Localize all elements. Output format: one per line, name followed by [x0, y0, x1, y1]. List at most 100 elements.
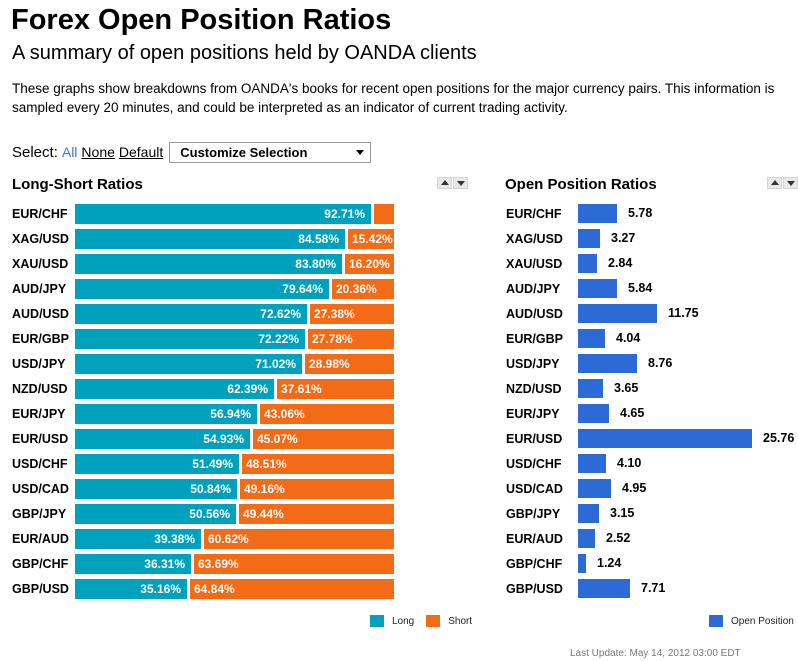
short-bar: [204, 529, 394, 549]
open-position-bar: [578, 229, 600, 248]
long-bar: [75, 329, 305, 349]
long-bar: [75, 204, 371, 224]
short-percent-label: 28.98%: [309, 357, 350, 371]
short-bar: [240, 479, 394, 499]
select-default-link[interactable]: Default: [118, 144, 164, 160]
open-position-bar: [578, 379, 603, 398]
long-percent-label: 39.38%: [154, 532, 195, 546]
triangle-up-icon[interactable]: [767, 177, 782, 189]
long-percent-label: 62.39%: [227, 382, 268, 396]
open-position-bar: [578, 404, 609, 423]
pair-label: XAG/USD: [506, 232, 563, 246]
open-position-value: 5.84: [628, 281, 653, 295]
pair-label: XAU/USD: [12, 257, 69, 271]
open-position-bar: [578, 254, 597, 273]
dropdown-value: Customize Selection: [180, 144, 308, 160]
long-percent-label: 56.94%: [210, 407, 251, 421]
pair-label: USD/JPY: [506, 357, 560, 371]
open-position-bar: [578, 204, 617, 223]
triangle-down-icon[interactable]: [783, 177, 798, 189]
pair-label: EUR/GBP: [12, 332, 69, 346]
pair-label: EUR/USD: [506, 432, 563, 446]
short-percent-label: 27.78%: [312, 332, 353, 346]
long-short-sort-control: [437, 177, 468, 189]
pair-label: GBP/CHF: [506, 557, 563, 571]
short-percent-label: 37.61%: [281, 382, 322, 396]
short-bar: [345, 254, 394, 274]
legend-short-swatch: [426, 615, 441, 627]
long-bar: [75, 504, 236, 524]
short-percent-label: 49.16%: [244, 482, 285, 496]
short-percent-label: 60.62%: [208, 532, 249, 546]
long-bar: [75, 404, 257, 424]
pair-label: GBP/USD: [506, 582, 563, 596]
open-position-bar: [578, 554, 586, 573]
open-position-bar: [578, 304, 657, 323]
pair-label: NZD/USD: [12, 382, 68, 396]
pair-label: XAG/USD: [12, 232, 69, 246]
open-position-value: 4.65: [620, 406, 645, 420]
short-percent-label: 48.51%: [246, 457, 287, 471]
open-position-chart: EUR/CHF 5.78 XAG/USD 3.27 XAU/USD 2.84 AUD/JPY…: [500, 204, 798, 604]
triangle-up-icon[interactable]: [437, 177, 452, 189]
long-percent-label: 50.56%: [189, 507, 230, 521]
open-position-bar: [578, 479, 611, 498]
long-percent-label: 72.22%: [258, 332, 299, 346]
open-position-value: 3.15: [610, 506, 635, 520]
open-position-value: 1.24: [597, 556, 622, 570]
pair-label: EUR/AUD: [12, 532, 69, 546]
pair-label: EUR/JPY: [12, 407, 66, 421]
short-bar: [305, 354, 394, 374]
long-percent-label: 35.16%: [140, 582, 181, 596]
legend-short-label: Short: [448, 615, 473, 627]
pair-label: EUR/GBP: [506, 332, 563, 346]
long-bar: [75, 554, 191, 574]
long-percent-label: 51.49%: [192, 457, 233, 471]
long-short-legend: Long Short: [370, 615, 472, 627]
legend-open-position-label: Open Position: [731, 615, 794, 627]
pair-label: USD/CAD: [506, 482, 563, 496]
open-position-value: 3.27: [611, 231, 636, 245]
long-bar: [75, 479, 237, 499]
open-position-bar: [578, 579, 630, 598]
long-short-title: Long-Short Ratios: [12, 176, 143, 193]
select-all-link[interactable]: All: [61, 144, 78, 160]
open-position-value: 3.65: [614, 381, 639, 395]
open-position-value: 2.84: [608, 256, 633, 270]
long-percent-label: 50.84%: [190, 482, 231, 496]
pair-label: XAU/USD: [506, 257, 563, 271]
long-percent-label: 83.80%: [295, 257, 336, 271]
customize-selection-dropdown[interactable]: Customize Selection: [169, 141, 372, 163]
long-bar: [75, 379, 274, 399]
long-bar: [75, 304, 307, 324]
open-position-bar: [578, 429, 752, 448]
long-percent-label: 54.93%: [203, 432, 244, 446]
page-title: Forex Open Position Ratios: [11, 4, 392, 36]
select-none-link[interactable]: None: [81, 144, 115, 160]
short-bar: [239, 504, 394, 524]
pair-label: USD/CHF: [506, 457, 562, 471]
pair-label: AUD/JPY: [12, 282, 67, 296]
select-label: Select:: [12, 143, 58, 161]
open-position-bar: [578, 529, 595, 548]
long-bar: [75, 279, 329, 299]
short-bar: [308, 329, 394, 349]
short-percent-label: 64.84%: [194, 582, 235, 596]
long-percent-label: 84.58%: [298, 232, 339, 246]
pair-label: USD/JPY: [12, 357, 66, 371]
pair-label: USD/CHF: [12, 457, 68, 471]
long-bar: [75, 229, 345, 249]
long-percent-label: 92.71%: [324, 207, 365, 221]
short-bar: [242, 454, 394, 474]
pair-label: USD/CAD: [12, 482, 69, 496]
long-bar: [75, 454, 239, 474]
triangle-down-icon[interactable]: [453, 177, 468, 189]
pair-label: EUR/AUD: [506, 532, 563, 546]
long-percent-label: 79.64%: [282, 282, 323, 296]
long-percent-label: 36.31%: [144, 557, 185, 571]
pair-label: EUR/JPY: [506, 407, 560, 421]
short-percent-label: 49.44%: [243, 507, 284, 521]
open-position-value: 7.71: [641, 581, 666, 595]
open-position-value: 5.78: [628, 206, 653, 220]
short-percent-label: 45.07%: [257, 432, 298, 446]
